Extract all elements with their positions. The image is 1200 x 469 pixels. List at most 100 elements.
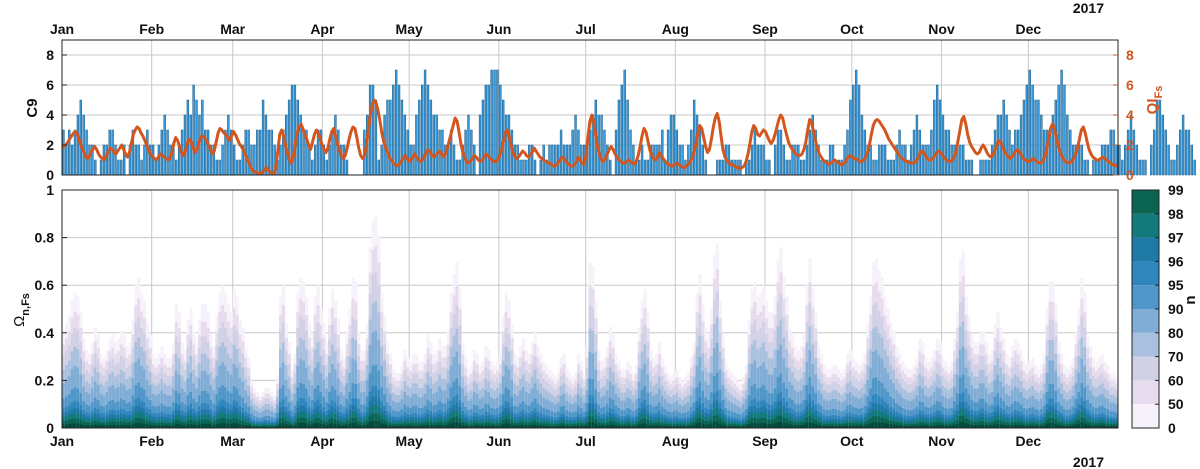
heatmap-cell xyxy=(224,423,228,428)
heatmap-cell xyxy=(550,426,555,428)
heatmap-cell xyxy=(235,423,239,428)
heatmap-cell xyxy=(640,419,644,428)
heatmap-cell xyxy=(481,423,485,428)
top-xtick-label: Nov xyxy=(928,21,955,37)
heatmap-cell xyxy=(200,423,205,428)
c9-bar xyxy=(186,99,190,176)
heatmap-cell xyxy=(441,425,445,428)
heatmap-cell xyxy=(76,423,80,428)
colorbar-swatch xyxy=(1132,237,1159,262)
heatmap-cell xyxy=(264,426,268,428)
heatmap-cell xyxy=(200,419,205,428)
c9-bar xyxy=(481,99,485,176)
c9-bar xyxy=(206,129,210,176)
c9-bar xyxy=(334,114,337,176)
heatmap-cell xyxy=(623,425,627,428)
heatmap-cell xyxy=(750,423,754,428)
heatmap-cell xyxy=(467,425,471,428)
bottom-xtick-label: Apr xyxy=(310,433,335,449)
heatmap-cell xyxy=(1094,423,1099,428)
heatmap-cell xyxy=(767,423,772,428)
heatmap-cell xyxy=(218,423,222,428)
heatmap-cell xyxy=(536,425,540,428)
c9-bar xyxy=(1118,144,1121,176)
c9-bar xyxy=(820,159,823,176)
c9-bar xyxy=(1187,129,1191,176)
heatmap-cell xyxy=(843,425,847,428)
heatmap-cell xyxy=(386,425,390,428)
c9-bar xyxy=(687,144,690,176)
heatmap-cell xyxy=(498,425,503,428)
c9-bar xyxy=(235,159,239,176)
c9-bar xyxy=(1170,159,1173,176)
heatmap-cell xyxy=(290,425,294,428)
c9-bar xyxy=(426,84,430,176)
heatmap-cell xyxy=(929,425,934,428)
heatmap-cell xyxy=(276,426,280,428)
c9-bar xyxy=(967,159,971,176)
heatmap-cell xyxy=(640,423,644,428)
heatmap-cell xyxy=(600,423,604,428)
heatmap-cell xyxy=(163,425,167,428)
heatmap-cell xyxy=(565,425,569,428)
c9-bar xyxy=(377,159,380,176)
colorbar-tick-label: 0 xyxy=(1168,420,1176,436)
c9-bar xyxy=(429,99,433,176)
heatmap-cell xyxy=(1045,423,1049,428)
heatmap-cell xyxy=(1115,426,1119,428)
heatmap-cell xyxy=(273,426,277,428)
heatmap-cell xyxy=(788,424,792,428)
c9-bar xyxy=(493,69,496,176)
c9-bar xyxy=(1126,129,1130,176)
heatmap-cell xyxy=(67,424,72,428)
heatmap-cell xyxy=(631,424,636,428)
colorbar: 0 50 60 70 80 90 95 96 97 98 99 n xyxy=(1131,182,1199,436)
bottom-ytick-label: 0.4 xyxy=(35,325,55,341)
heatmap-cell xyxy=(594,423,598,428)
c9-bar xyxy=(985,159,988,176)
heatmap-cell xyxy=(770,423,775,428)
heatmap-cell xyxy=(70,419,74,428)
heatmap-cell xyxy=(851,425,856,428)
c9-bar xyxy=(389,99,392,176)
heatmap-cell xyxy=(229,423,234,428)
heatmap-cell xyxy=(672,424,676,428)
heatmap-cell xyxy=(964,423,968,428)
heatmap-cell xyxy=(284,424,289,428)
c9-bar xyxy=(1040,114,1043,176)
heatmap-cell xyxy=(620,425,624,428)
heatmap-cell xyxy=(987,425,992,428)
c9-bar xyxy=(629,129,632,176)
heatmap-cell xyxy=(119,424,124,428)
heatmap-cell xyxy=(660,425,665,428)
heatmap-cell xyxy=(597,425,601,428)
heatmap-cell xyxy=(226,419,231,428)
top-ytick-label: 2 xyxy=(46,137,54,153)
c9-bar xyxy=(1086,159,1089,176)
heatmap-cell xyxy=(186,424,190,428)
heatmap-cell xyxy=(85,425,89,428)
bottom-xtick-label: Dec xyxy=(1015,433,1041,449)
heatmap-cell xyxy=(226,423,231,428)
heatmap-cell xyxy=(426,424,430,428)
heatmap-cell xyxy=(883,423,887,428)
heatmap-cell xyxy=(568,424,572,428)
heatmap-cell xyxy=(414,425,419,428)
c9-bar xyxy=(872,159,875,176)
c9-bar xyxy=(1011,144,1014,176)
heatmap-cell xyxy=(154,425,158,428)
heatmap-cell xyxy=(698,422,702,428)
top-xtick-label: Apr xyxy=(310,21,335,37)
heatmap-cell xyxy=(192,424,196,428)
heatmap-cell xyxy=(299,422,303,428)
heatmap-cell xyxy=(1083,423,1087,428)
heatmap-cell xyxy=(921,425,925,428)
heatmap-cell xyxy=(322,424,326,428)
c9-bar xyxy=(192,84,195,176)
heatmap-cell xyxy=(1048,422,1052,428)
heatmap-cell xyxy=(183,425,187,428)
heatmap-cell xyxy=(1034,425,1038,428)
heatmap-cell xyxy=(391,425,396,428)
heatmap-cell xyxy=(1031,425,1035,428)
heatmap-cell xyxy=(215,424,219,428)
